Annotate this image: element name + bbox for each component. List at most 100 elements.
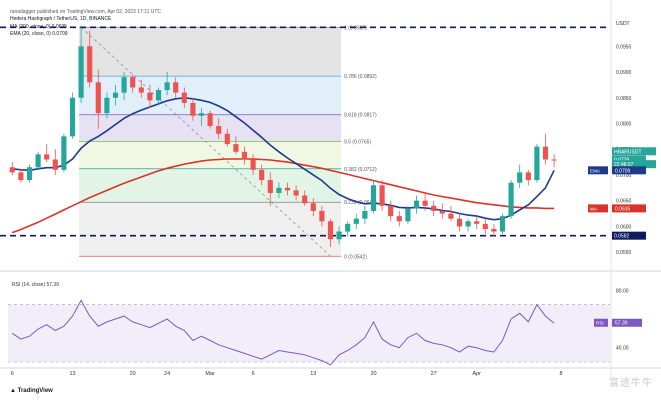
price-tag-bg bbox=[612, 231, 646, 240]
tradingview-logo[interactable]: ▲ TradingView bbox=[10, 388, 53, 394]
candle-body bbox=[353, 218, 359, 224]
price-tick-label: 0.0850 bbox=[616, 96, 632, 102]
price-tag-value: 22:48:07 bbox=[614, 162, 634, 168]
candle-body bbox=[69, 97, 76, 137]
price-tag-bg bbox=[612, 166, 646, 175]
price-tag-name: MA bbox=[590, 206, 598, 211]
candle-body bbox=[267, 180, 273, 193]
watermark: 富途牛牛 bbox=[609, 378, 653, 389]
candle-body bbox=[26, 167, 33, 181]
candle-body bbox=[173, 82, 179, 93]
candle-body bbox=[508, 182, 514, 217]
candle-body bbox=[499, 216, 506, 232]
price-tag-name-bg bbox=[588, 166, 608, 175]
candle-body bbox=[216, 126, 222, 134]
candle-body bbox=[181, 92, 187, 103]
x-tick-label: 6 bbox=[11, 371, 14, 377]
rsi-tag-bg bbox=[612, 318, 642, 327]
candle-body bbox=[327, 221, 334, 240]
candle-body bbox=[164, 82, 170, 91]
rsi-band bbox=[8, 304, 610, 362]
fib-trendline bbox=[80, 27, 331, 257]
fib-zone bbox=[79, 202, 342, 257]
candle-body bbox=[439, 210, 445, 214]
candle-body bbox=[379, 185, 385, 206]
candle-body bbox=[190, 102, 196, 116]
price-unit-label: USDT bbox=[616, 21, 630, 27]
candle-body bbox=[474, 221, 480, 224]
candle-body bbox=[431, 205, 437, 211]
x-tick-label: 20 bbox=[370, 371, 376, 377]
x-tick-label: 27 bbox=[431, 371, 437, 377]
fib-level-label: 0.5 (0.0765) bbox=[344, 140, 371, 146]
fib-zone bbox=[79, 168, 342, 203]
candle-body bbox=[207, 113, 213, 127]
candle-body bbox=[542, 146, 549, 160]
price-tick-label: 0.0950 bbox=[616, 44, 632, 50]
candle-body bbox=[52, 159, 58, 170]
fib-level-label: 1 (0.0987) bbox=[344, 25, 367, 31]
candle-body bbox=[250, 159, 256, 170]
candle-body bbox=[241, 151, 248, 160]
candle-body bbox=[310, 203, 316, 211]
price-tag-bg bbox=[612, 160, 656, 169]
price-tag-name: EMA bbox=[590, 168, 601, 173]
candle-body bbox=[534, 146, 540, 181]
fib-level-label: 0 (0.0542) bbox=[344, 254, 367, 260]
tradingview-icon: ▲ bbox=[10, 388, 18, 394]
x-tick-label: Mar bbox=[205, 371, 215, 377]
x-tick-label: 6 bbox=[252, 371, 255, 377]
candle-body bbox=[491, 228, 497, 232]
candle-body bbox=[95, 82, 101, 114]
rsi-tick-label: 80.00 bbox=[616, 288, 629, 294]
rsi-tag-name: RSI bbox=[596, 321, 604, 326]
price-tag-bg bbox=[612, 147, 656, 156]
candle-body bbox=[405, 208, 411, 222]
price-tag-bg bbox=[612, 155, 646, 164]
candle-body bbox=[44, 154, 50, 160]
price-tick-label: 0.0700 bbox=[616, 173, 632, 179]
price-tag-bg bbox=[612, 204, 646, 213]
candle-body bbox=[551, 159, 557, 161]
price-tick-label: 0.0800 bbox=[616, 121, 632, 127]
tradingview-brand: TradingView bbox=[17, 388, 53, 394]
fib-level-label: 0.618 (0.0817) bbox=[344, 113, 377, 119]
fib-level-label: 0.382 (0.0712) bbox=[344, 167, 377, 173]
candle-body bbox=[121, 77, 127, 93]
candle-body bbox=[259, 169, 265, 181]
candle-body bbox=[482, 223, 488, 229]
candle-body bbox=[345, 223, 351, 232]
candle-body bbox=[78, 46, 84, 98]
candle-body bbox=[525, 172, 531, 181]
candle-body bbox=[448, 213, 454, 219]
candle-body bbox=[104, 97, 110, 114]
candle-body bbox=[319, 210, 325, 222]
candle-body bbox=[370, 185, 377, 211]
candle-body bbox=[293, 190, 299, 196]
candle-body bbox=[276, 187, 282, 193]
candle-body bbox=[138, 87, 144, 93]
rsi-tag-value: 57.39 bbox=[615, 321, 628, 327]
candle-body bbox=[517, 172, 523, 183]
candle-body bbox=[413, 200, 420, 209]
price-tick-label: 0.0600 bbox=[616, 224, 632, 230]
rsi-title: RSI (14, close) 57.39 bbox=[12, 282, 59, 288]
x-tick-label: 13 bbox=[310, 371, 316, 377]
candle-body bbox=[61, 136, 67, 170]
rsi-tag-name-bg bbox=[594, 318, 608, 327]
price-tag-name-bg bbox=[588, 204, 608, 213]
chart-title: Hedera Hashgraph / TetherUS, 1D, BINANCE bbox=[10, 16, 112, 23]
candle-body bbox=[422, 200, 428, 206]
ma-legend: MA (200, close, 0) 0.0635 bbox=[10, 23, 67, 30]
x-tick-label: 13 bbox=[69, 371, 75, 377]
candle-body bbox=[224, 133, 230, 145]
candle-body bbox=[465, 221, 471, 227]
x-tick-label: Apr bbox=[472, 371, 481, 377]
price-tag-value: 0.0709 bbox=[615, 168, 631, 174]
chart-header: ranadagger published on TradingView.com,… bbox=[10, 9, 161, 39]
candle-body bbox=[362, 210, 368, 219]
price-tag-value: HBARUSDT bbox=[614, 149, 642, 155]
candle-body bbox=[35, 154, 41, 168]
